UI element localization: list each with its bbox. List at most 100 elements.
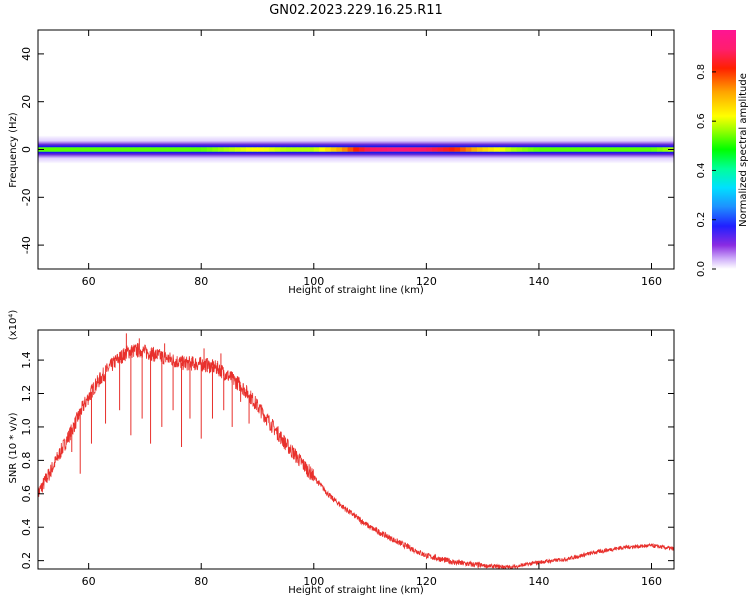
x-tick-label: 140 [528,275,549,288]
band-cell [572,147,579,152]
y-tick-label: 0.2 [20,552,33,570]
colorbar-ticks: 0.0 0.2 0.4 0.6 0.8 [696,64,716,277]
band-cell [201,147,208,152]
x-tick-label: 120 [416,575,437,588]
band-cell [460,147,467,152]
band-cell [302,147,309,152]
band-cell [550,147,557,152]
band-cell [133,147,140,152]
band-cell [178,147,185,152]
y-tick-label: 20 [20,95,33,109]
y-tick-label: -40 [20,236,33,254]
band-cell [128,147,135,152]
y-tick-label: 1.4 [20,351,33,369]
band-cell [83,147,90,152]
spectrogram-y-ticks: 40 20 0 -20 -40 [20,47,674,254]
band-cell [448,147,455,152]
band-cell [392,147,399,152]
band-cell [116,147,123,152]
band-cell [325,147,332,152]
x-tick-label: 100 [303,575,324,588]
band-cell [54,147,61,152]
band-cell [246,147,253,152]
band-cell [139,147,146,152]
band-cell [516,147,523,152]
snr-series [38,333,674,569]
band-cell [370,147,377,152]
band-cell [308,147,315,152]
band-cell [161,147,168,152]
band-cell [257,147,264,152]
band-cell [195,147,202,152]
band-cell [381,147,388,152]
band-cell [522,147,529,152]
band-cell [493,147,500,152]
spectral-band [38,135,674,164]
band-cell [319,147,326,152]
snr-y-scale-label: (x10⁴) [8,310,19,341]
band-cell [386,147,393,152]
band-cell [347,147,354,152]
colorbar-tick-label: 0.2 [696,212,707,228]
colorbar-label: Normalized spectral amplitude [738,73,749,227]
band-cell [533,147,540,152]
band-cell [49,147,56,152]
band-cell [403,147,410,152]
y-tick-label: 1.2 [20,385,33,403]
band-cell [71,147,78,152]
band-cell [606,147,613,152]
band-cell [398,147,405,152]
snr-panel: 60 80 100 120 140 160 0.2 0.4 0.6 0.8 1.0 1.2 1.4 H… [8,310,675,596]
band-cell [291,147,298,152]
band-cell [640,147,647,152]
band-cell [409,147,416,152]
colorbar-tick-label: 0.6 [696,113,707,129]
band-cell [567,147,574,152]
chart-title: GN02.2023.229.16.25.R11 [269,3,443,18]
band-cell [353,147,360,152]
snr-line [38,342,674,569]
colorbar-tick-label: 0.8 [696,64,707,80]
y-tick-label: 40 [20,47,33,61]
band-cell [313,147,320,152]
band-cell [358,147,365,152]
y-tick-label: 0.4 [20,518,33,536]
band-cell [184,147,191,152]
band-cell [375,147,382,152]
band-cell [662,147,669,152]
band-cell [274,147,281,152]
band-cell [544,147,551,152]
band-cell [628,147,636,152]
y-tick-label: -20 [20,188,33,206]
band-cell [617,147,624,152]
y-tick-label: 1.0 [20,418,33,436]
band-cell [229,147,236,152]
band-cell [634,147,641,152]
band-cell [268,147,275,152]
band-cell [437,147,444,152]
band-cell [336,147,343,152]
x-tick-label: 60 [82,275,96,288]
band-cell [206,147,213,152]
y-tick-label: 0.6 [20,485,33,503]
band-cell [88,147,95,152]
band-cell [330,147,337,152]
band-cell [555,147,562,152]
band-cell [561,147,568,152]
band-cell [280,147,287,152]
band-cell [623,147,630,152]
band-cell [66,147,73,152]
y-tick-label: 0.8 [20,452,33,470]
snr-x-ticks: 60 80 100 120 140 160 [82,330,662,588]
y-tick-label: 0 [20,146,33,153]
band-cell [150,147,157,152]
x-tick-label: 120 [416,275,437,288]
colorbar-gradient [712,30,736,269]
snr-x-axis-label: Height of straight line (km) [288,585,424,596]
band-cell [431,147,439,152]
band-cell [223,147,230,152]
spectrogram-x-ticks: 60 80 100 120 140 160 [82,30,662,288]
band-cell [144,147,151,152]
band-cell [454,147,461,152]
x-tick-label: 80 [194,575,208,588]
